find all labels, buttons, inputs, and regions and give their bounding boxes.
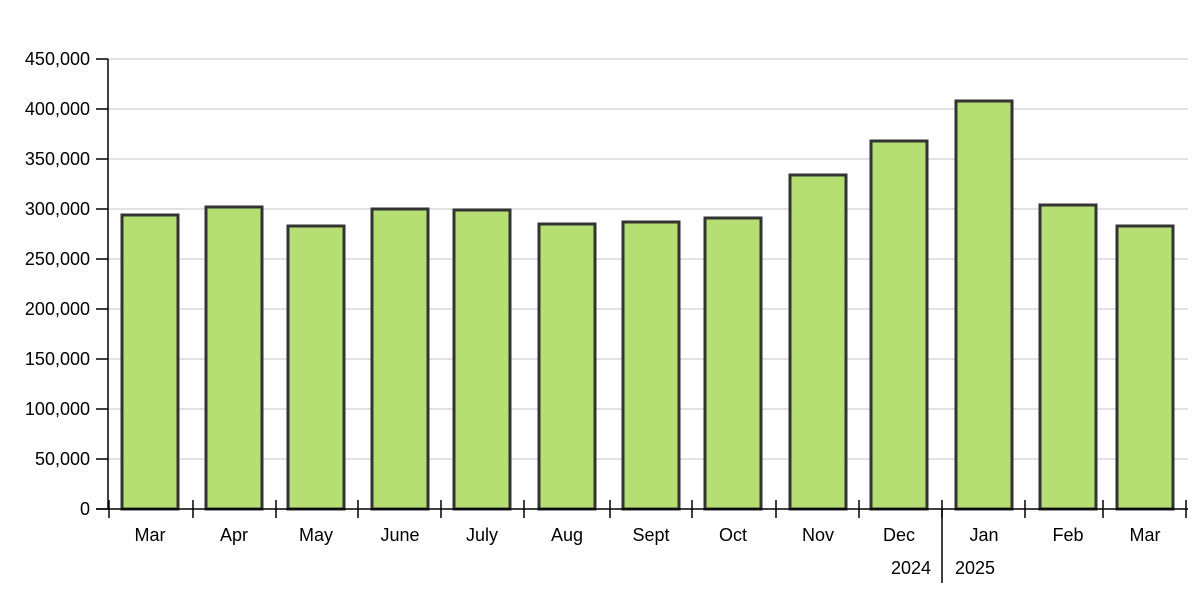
x-tick-label: Mar bbox=[1130, 525, 1161, 545]
axes bbox=[96, 58, 1188, 583]
bar-july-4 bbox=[452, 208, 512, 511]
x-tick-label: Aug bbox=[551, 525, 583, 545]
year-label-2025: 2025 bbox=[955, 558, 995, 578]
x-tick-label: Dec bbox=[883, 525, 915, 545]
y-tick-label: 450,000 bbox=[25, 49, 90, 69]
y-tick-label: 50,000 bbox=[35, 449, 90, 469]
bar-feb-11 bbox=[1038, 203, 1098, 511]
x-tick-label: Sept bbox=[632, 525, 669, 545]
bar-may-2 bbox=[286, 224, 346, 511]
x-tick-label: May bbox=[299, 525, 333, 545]
y-tick-label: 150,000 bbox=[25, 349, 90, 369]
bar-june-3 bbox=[370, 207, 430, 511]
x-tick-label: July bbox=[466, 525, 498, 545]
bar-aug-5 bbox=[537, 222, 597, 511]
bar-mar-0 bbox=[120, 213, 180, 511]
bar-apr-1 bbox=[204, 205, 264, 511]
x-tick-label: Jan bbox=[969, 525, 998, 545]
y-tick-label: 200,000 bbox=[25, 299, 90, 319]
y-tick-labels: 0 50,000 100,000 150,000 200,000 250,000 300,0… bbox=[25, 49, 90, 519]
y-tick-label: 250,000 bbox=[25, 249, 90, 269]
bar-sept-6 bbox=[621, 220, 681, 511]
bars bbox=[120, 99, 1175, 511]
bar-nov-8 bbox=[788, 173, 848, 511]
y-tick-label: 100,000 bbox=[25, 399, 90, 419]
x-tick-label: Apr bbox=[220, 525, 248, 545]
x-tick-label: Mar bbox=[135, 525, 166, 545]
y-tick-label: 0 bbox=[80, 499, 90, 519]
x-tick-label: June bbox=[380, 525, 419, 545]
x-tick-labels: Mar Apr May June July Aug Sept Oct Nov Dec Jan Feb M… bbox=[135, 525, 1161, 545]
y-tick-label: 400,000 bbox=[25, 99, 90, 119]
x-tick-label: Oct bbox=[719, 525, 747, 545]
x-tick-label: Feb bbox=[1052, 525, 1083, 545]
y-tick-label: 350,000 bbox=[25, 149, 90, 169]
bar-oct-7 bbox=[703, 216, 763, 511]
bar-jan-10 bbox=[954, 99, 1014, 511]
bar-mar-12 bbox=[1115, 224, 1175, 511]
x-tick-label: Nov bbox=[802, 525, 834, 545]
year-label-2024: 2024 bbox=[891, 558, 931, 578]
y-tick-label: 300,000 bbox=[25, 199, 90, 219]
bar-dec-9 bbox=[869, 139, 929, 511]
